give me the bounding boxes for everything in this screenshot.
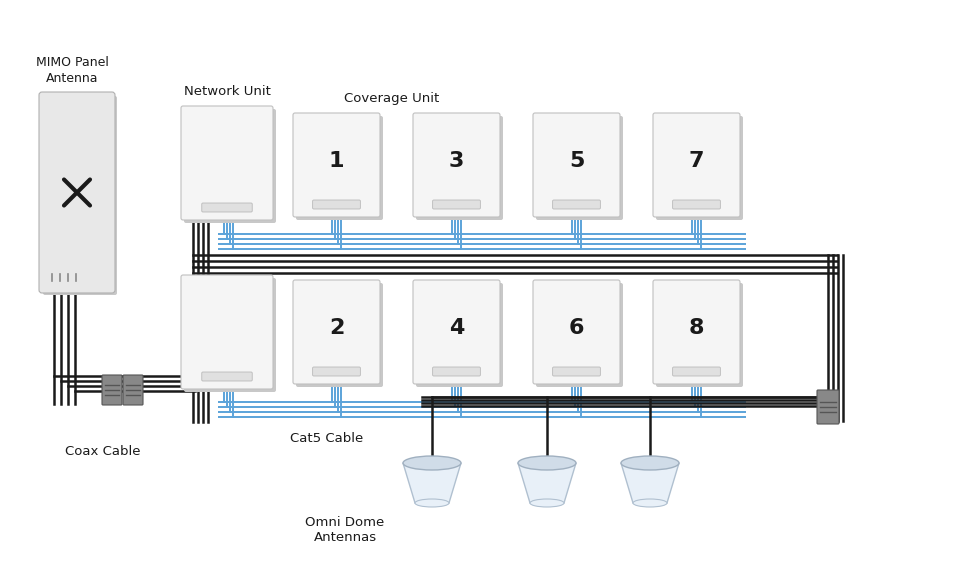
- FancyBboxPatch shape: [656, 283, 743, 387]
- Text: Cat5 Cable: Cat5 Cable: [290, 432, 364, 445]
- FancyBboxPatch shape: [296, 116, 383, 220]
- FancyBboxPatch shape: [656, 116, 743, 220]
- FancyBboxPatch shape: [181, 106, 273, 220]
- FancyBboxPatch shape: [533, 280, 620, 384]
- Text: 5: 5: [568, 151, 584, 171]
- FancyBboxPatch shape: [413, 280, 500, 384]
- FancyBboxPatch shape: [413, 113, 500, 217]
- FancyBboxPatch shape: [533, 113, 620, 217]
- Polygon shape: [518, 463, 576, 503]
- Text: Omni Dome
Antennas: Omni Dome Antennas: [305, 516, 384, 544]
- Text: 1: 1: [329, 151, 344, 171]
- Text: 4: 4: [448, 318, 464, 338]
- FancyBboxPatch shape: [673, 200, 721, 209]
- FancyBboxPatch shape: [43, 96, 117, 295]
- FancyBboxPatch shape: [293, 113, 380, 217]
- Text: 6: 6: [568, 318, 584, 338]
- FancyBboxPatch shape: [653, 280, 740, 384]
- FancyBboxPatch shape: [653, 113, 740, 217]
- FancyBboxPatch shape: [416, 283, 503, 387]
- FancyBboxPatch shape: [293, 280, 380, 384]
- FancyBboxPatch shape: [817, 390, 839, 424]
- FancyBboxPatch shape: [39, 92, 115, 293]
- Ellipse shape: [518, 456, 576, 470]
- FancyBboxPatch shape: [553, 367, 601, 376]
- FancyBboxPatch shape: [553, 200, 601, 209]
- Polygon shape: [403, 463, 461, 503]
- Ellipse shape: [415, 499, 449, 507]
- FancyBboxPatch shape: [102, 375, 122, 405]
- FancyBboxPatch shape: [416, 116, 503, 220]
- FancyBboxPatch shape: [313, 367, 361, 376]
- FancyBboxPatch shape: [536, 283, 623, 387]
- Text: Coverage Unit: Coverage Unit: [344, 92, 439, 105]
- FancyBboxPatch shape: [433, 200, 481, 209]
- FancyBboxPatch shape: [202, 372, 253, 381]
- Text: 7: 7: [688, 151, 704, 171]
- Text: 2: 2: [329, 318, 344, 338]
- FancyBboxPatch shape: [184, 109, 276, 223]
- Text: Coax Cable: Coax Cable: [65, 445, 140, 458]
- Polygon shape: [621, 463, 679, 503]
- FancyBboxPatch shape: [202, 203, 253, 212]
- Ellipse shape: [530, 499, 564, 507]
- Text: Network Unit: Network Unit: [183, 85, 270, 98]
- FancyBboxPatch shape: [536, 116, 623, 220]
- FancyBboxPatch shape: [123, 375, 143, 405]
- FancyBboxPatch shape: [184, 278, 276, 392]
- FancyBboxPatch shape: [181, 275, 273, 389]
- Ellipse shape: [633, 499, 667, 507]
- Text: 3: 3: [448, 151, 464, 171]
- Text: 8: 8: [688, 318, 704, 338]
- FancyBboxPatch shape: [433, 367, 481, 376]
- Ellipse shape: [621, 456, 679, 470]
- FancyBboxPatch shape: [673, 367, 721, 376]
- FancyBboxPatch shape: [313, 200, 361, 209]
- Text: MIMO Panel
Antenna: MIMO Panel Antenna: [35, 56, 108, 85]
- FancyBboxPatch shape: [296, 283, 383, 387]
- Ellipse shape: [403, 456, 461, 470]
